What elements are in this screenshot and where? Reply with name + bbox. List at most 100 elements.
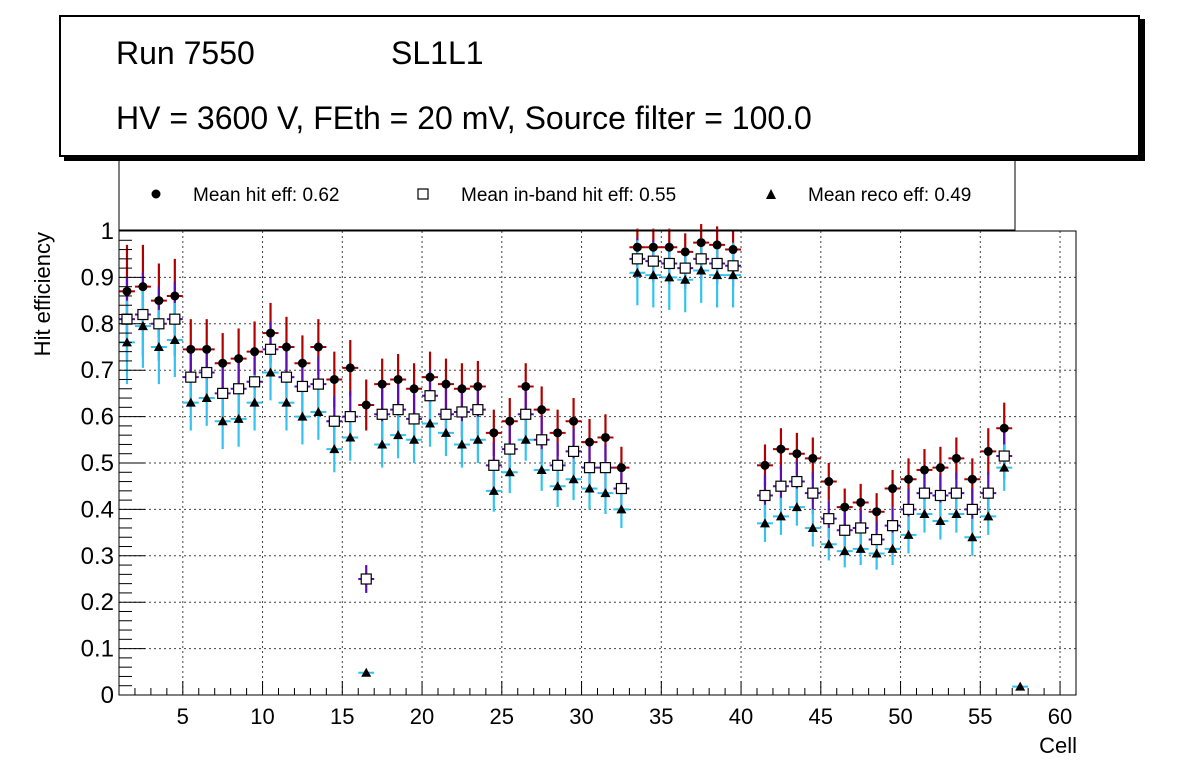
reco-eff-marker [807,522,818,532]
reco-eff-marker [153,342,164,351]
hit-eff-marker [250,347,260,357]
inband-eff-marker [424,390,436,402]
reco-eff-marker [345,432,356,442]
reco-eff-marker [393,430,404,440]
inband-eff-marker [296,380,309,393]
hit-eff-marker [935,463,945,473]
inband-eff-marker [248,376,261,388]
reco-eff-marker [297,411,308,421]
reco-eff-marker [632,267,643,277]
hit-eff-marker [202,344,212,354]
reco-eff-marker [185,397,196,407]
reco-eff-marker [456,439,467,449]
hit-eff-marker [409,384,419,394]
inband-eff-marker [408,413,420,425]
inband-eff-marker [201,366,213,379]
reco-eff-marker [552,481,563,491]
reco-eff-marker [839,546,850,556]
hit-eff-marker [154,296,164,306]
inband-eff-marker [121,313,133,325]
hit-eff-marker [983,446,993,456]
reco-eff-marker [696,265,707,275]
x-tick-label: 45 [809,704,833,729]
x-tick-label: 25 [490,704,514,729]
reco-eff-marker [217,416,228,426]
inband-eff-marker [823,513,835,525]
inband-eff-marker [312,378,324,390]
reco-eff-marker [616,504,627,514]
inband-eff-marker [472,404,484,416]
hit-eff-marker [345,363,355,373]
legend-marker-triangle [766,189,776,199]
x-tick-label: 10 [250,704,274,729]
reco-eff-marker [409,434,420,444]
inband-eff-marker [663,257,675,270]
inband-eff-marker [137,308,149,321]
settings-label: HV = 3600 V, FEth = 20 mV, Source filter… [116,100,812,136]
inband-eff-marker [456,406,468,418]
y-tick-label: 1 [101,218,114,245]
hit-eff-marker [329,374,339,384]
hit-eff-marker [521,381,531,391]
inband-eff-marker [950,487,962,499]
inband-eff-marker [631,253,643,265]
x-tick-label: 35 [649,704,673,729]
inband-eff-marker [264,343,277,355]
legend-label-inband: Mean in-band hit eff: 0.55 [461,185,676,206]
reco-eff-marker [903,529,914,539]
hit-eff-marker [776,444,786,454]
reco-eff-marker [520,434,531,444]
x-tick-label: 15 [330,704,354,729]
hit-eff-marker [313,342,323,352]
reco-eff-marker [329,444,340,454]
hit-eff-marker [505,416,515,426]
reco-eff-marker [1015,681,1026,691]
legend-marker-square [417,188,429,200]
hit-eff-marker [760,460,770,470]
y-axis-label: Hit efficiency [30,232,55,356]
hit-eff-marker [473,381,483,391]
hit-eff-marker [967,474,977,484]
hit-eff-marker [696,238,706,248]
inband-eff-marker [552,459,564,471]
inband-eff-marker [966,503,978,515]
hit-eff-marker [218,358,228,368]
reco-eff-marker [584,483,595,493]
hit-eff-marker [856,497,866,507]
inband-eff-marker [902,503,915,515]
inband-eff-marker [440,408,452,420]
inband-eff-marker [504,443,516,455]
reco-eff-marker [249,397,260,407]
inband-eff-marker [344,411,356,423]
inband-eff-marker [807,487,819,499]
reco-eff-marker [951,509,962,519]
y-tick-label: 0.8 [81,311,114,338]
reco-eff-marker [823,539,834,549]
reco-eff-marker [775,511,786,521]
reco-eff-marker [504,467,515,477]
inband-eff-marker [599,462,612,474]
layer-label: SL1L1 [391,35,484,71]
reco-eff-marker [871,548,882,558]
reco-eff-marker [935,516,946,525]
axes: 5 10 15 20 25 30 35 40 45 50 55 60 0 0.1 0.2 0.3 0.4 0.5 0… [81,218,1077,729]
hit-eff-marker [537,405,547,415]
hit-eff-marker [824,477,834,487]
inband-eff-marker [998,450,1010,462]
inband-eff-marker [233,383,245,395]
title-box: Run 7550 SL1L1 HV = 3600 V, FEth = 20 mV… [59,15,1140,157]
legend-marker-circle [151,189,161,199]
hit-eff-marker [138,282,148,292]
y-tick-label: 0.6 [81,404,114,431]
inband-eff-marker [185,371,197,383]
inband-eff-marker [392,404,404,416]
hit-eff-marker [632,242,642,252]
hit-eff-marker [489,428,499,438]
reco-eff-marker [472,434,483,444]
inband-eff-marker [360,573,372,585]
inband-eff-marker [567,445,580,457]
reco-eff-marker [712,270,723,280]
hit-eff-marker [361,400,371,410]
inband-eff-marker [775,480,787,492]
